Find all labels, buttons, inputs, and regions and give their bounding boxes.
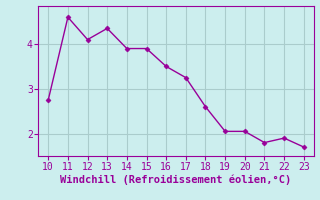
X-axis label: Windchill (Refroidissement éolien,°C): Windchill (Refroidissement éolien,°C) (60, 174, 292, 185)
